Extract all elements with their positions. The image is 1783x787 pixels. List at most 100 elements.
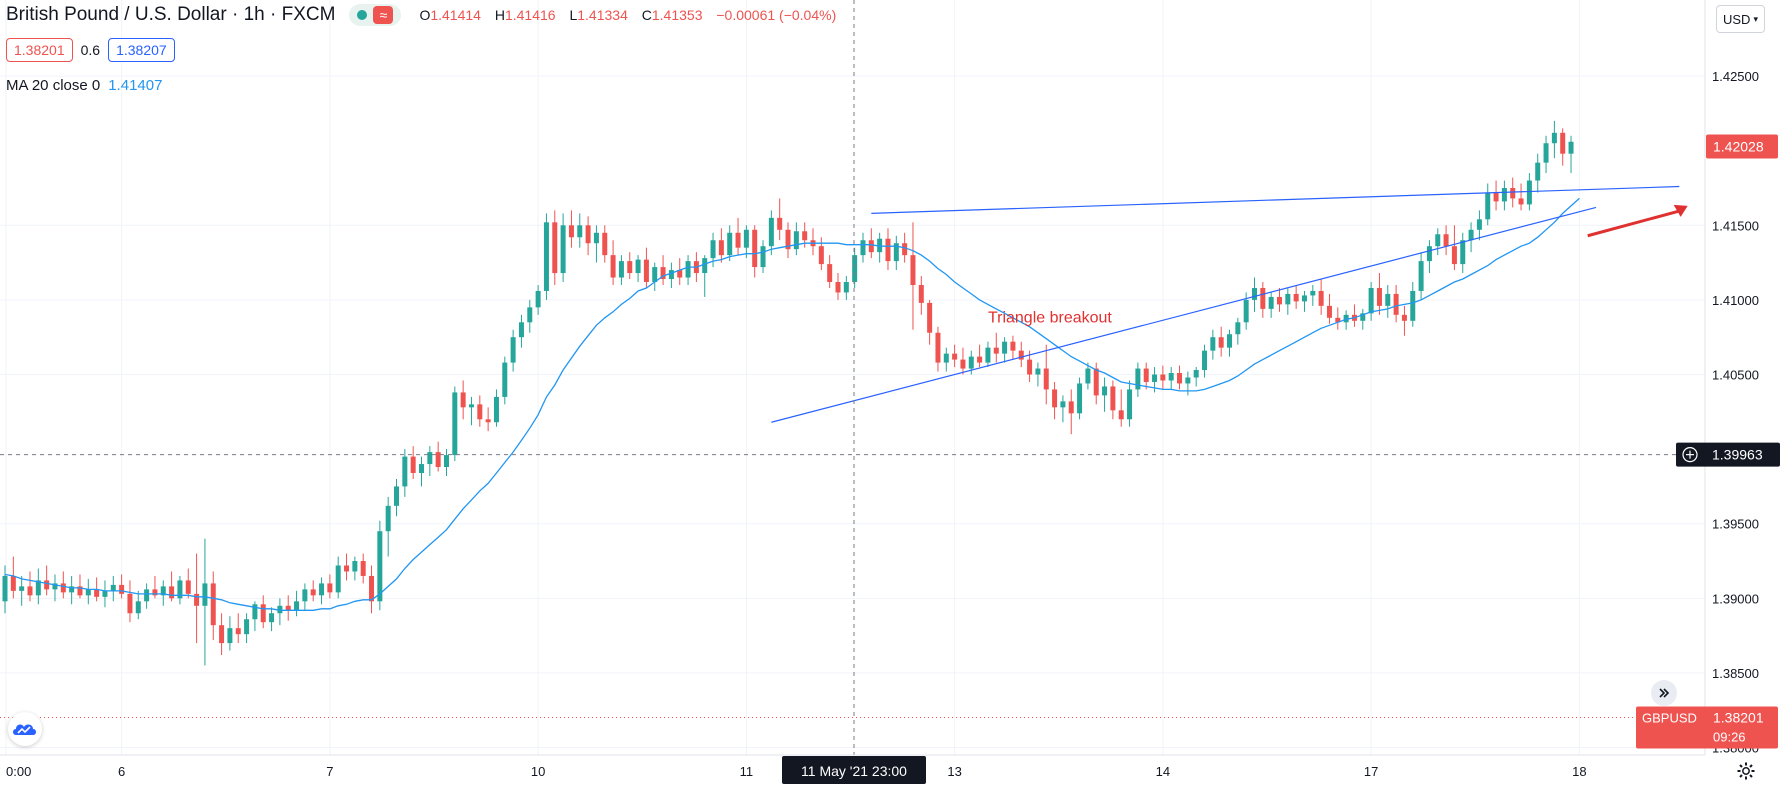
buy-button[interactable]: 1.38207 bbox=[108, 38, 175, 62]
candle bbox=[1252, 277, 1257, 312]
candle bbox=[1002, 337, 1008, 363]
arrow-shaft[interactable] bbox=[1587, 209, 1681, 238]
time-tick-label: 13 bbox=[947, 764, 961, 779]
ohlc-low-value: 1.41334 bbox=[577, 7, 628, 23]
candle bbox=[718, 228, 724, 263]
indicator-legend[interactable]: MA 20 close 0 1.41407 bbox=[6, 77, 162, 94]
candle bbox=[877, 232, 883, 263]
candle bbox=[702, 255, 708, 297]
candle-body bbox=[843, 282, 849, 293]
candle-body bbox=[543, 222, 549, 291]
candle-body bbox=[1426, 246, 1432, 262]
tradingview-logo[interactable] bbox=[8, 712, 42, 746]
candle-body bbox=[1560, 132, 1566, 154]
crosshair-price-box bbox=[1676, 442, 1780, 467]
candle bbox=[152, 575, 158, 599]
candle bbox=[1443, 225, 1449, 256]
market-status[interactable]: ≈ bbox=[349, 4, 402, 26]
candle-body bbox=[44, 580, 50, 590]
candle bbox=[852, 247, 858, 288]
candle-body bbox=[1460, 240, 1466, 265]
candle bbox=[402, 449, 408, 497]
candle bbox=[177, 575, 183, 605]
candle bbox=[885, 228, 891, 271]
candle-body bbox=[460, 392, 466, 408]
candle-body bbox=[94, 589, 100, 597]
currency-select[interactable]: USD ▾ bbox=[1716, 5, 1765, 33]
arrow-head-icon[interactable] bbox=[1673, 204, 1688, 217]
candle bbox=[1485, 183, 1491, 226]
candle-body bbox=[1518, 198, 1524, 205]
candle-body bbox=[344, 565, 350, 572]
candle bbox=[985, 341, 991, 368]
candlestick-series bbox=[2, 120, 1574, 666]
sell-button[interactable]: 1.38201 bbox=[6, 38, 73, 62]
price-tick-label: 1.41000 bbox=[1712, 293, 1759, 308]
candle-body bbox=[1268, 296, 1274, 309]
chart-grid bbox=[0, 0, 1705, 755]
candle-body bbox=[635, 259, 641, 274]
candle bbox=[252, 601, 258, 632]
candle bbox=[1260, 282, 1266, 318]
candle bbox=[1135, 362, 1141, 397]
candle bbox=[260, 595, 266, 629]
trend-line[interactable] bbox=[871, 185, 1680, 214]
candle bbox=[1393, 284, 1399, 323]
candle bbox=[1493, 180, 1499, 211]
candle-body bbox=[427, 452, 433, 465]
ma-legend-value: 1.41407 bbox=[108, 77, 163, 94]
candle-body bbox=[1335, 317, 1341, 323]
candle bbox=[502, 356, 508, 405]
currency-label: USD bbox=[1723, 11, 1751, 27]
candle bbox=[1052, 381, 1058, 420]
candle bbox=[352, 556, 358, 581]
candle-body bbox=[394, 486, 400, 506]
candle bbox=[1043, 344, 1049, 405]
candle bbox=[244, 613, 250, 644]
candle-body bbox=[402, 456, 408, 487]
market-open-icon bbox=[357, 10, 368, 20]
candle bbox=[1318, 279, 1324, 315]
candle bbox=[935, 326, 941, 372]
candle bbox=[1102, 377, 1108, 412]
candle-body bbox=[1010, 341, 1016, 351]
candle-body bbox=[169, 586, 175, 599]
trend-line[interactable] bbox=[771, 206, 1597, 423]
time-axis[interactable]: 0:00 6 7 10 11 13 14 17 18 bbox=[6, 764, 1587, 779]
candle-body bbox=[269, 613, 275, 623]
candle-body bbox=[685, 261, 691, 278]
candle bbox=[627, 252, 633, 280]
candle-body bbox=[1252, 287, 1257, 300]
candle-body bbox=[927, 302, 933, 333]
symbol-title[interactable]: British Pound / U.S. Dollar · 1h · FXCM bbox=[6, 4, 336, 25]
price-tick-label: 1.38500 bbox=[1712, 666, 1759, 681]
candle-body bbox=[1360, 313, 1366, 321]
candle bbox=[335, 556, 341, 599]
candle bbox=[477, 395, 483, 427]
candle-body bbox=[1276, 296, 1282, 305]
candle-body bbox=[443, 455, 449, 468]
scroll-to-realtime-button[interactable] bbox=[1651, 680, 1677, 706]
candle bbox=[360, 553, 366, 584]
candle-body bbox=[1035, 368, 1041, 375]
candle bbox=[777, 198, 783, 241]
candle-body bbox=[585, 225, 591, 244]
candle bbox=[635, 255, 641, 283]
chart-settings-button[interactable] bbox=[1732, 757, 1760, 785]
candle-body bbox=[135, 601, 141, 614]
candle bbox=[27, 571, 33, 602]
candle-body bbox=[910, 255, 916, 285]
annotation-text[interactable]: Triangle breakout bbox=[988, 309, 1112, 326]
ohlc-low-key: L bbox=[569, 7, 578, 23]
candle-body bbox=[768, 217, 774, 247]
candle bbox=[377, 520, 383, 611]
candle-body bbox=[1493, 192, 1499, 202]
candle-body bbox=[219, 625, 225, 644]
candle-body bbox=[77, 586, 83, 596]
candle bbox=[1501, 180, 1507, 211]
candle-body bbox=[627, 261, 633, 274]
candle bbox=[119, 574, 125, 599]
candle bbox=[1010, 335, 1016, 360]
candle bbox=[685, 255, 691, 285]
